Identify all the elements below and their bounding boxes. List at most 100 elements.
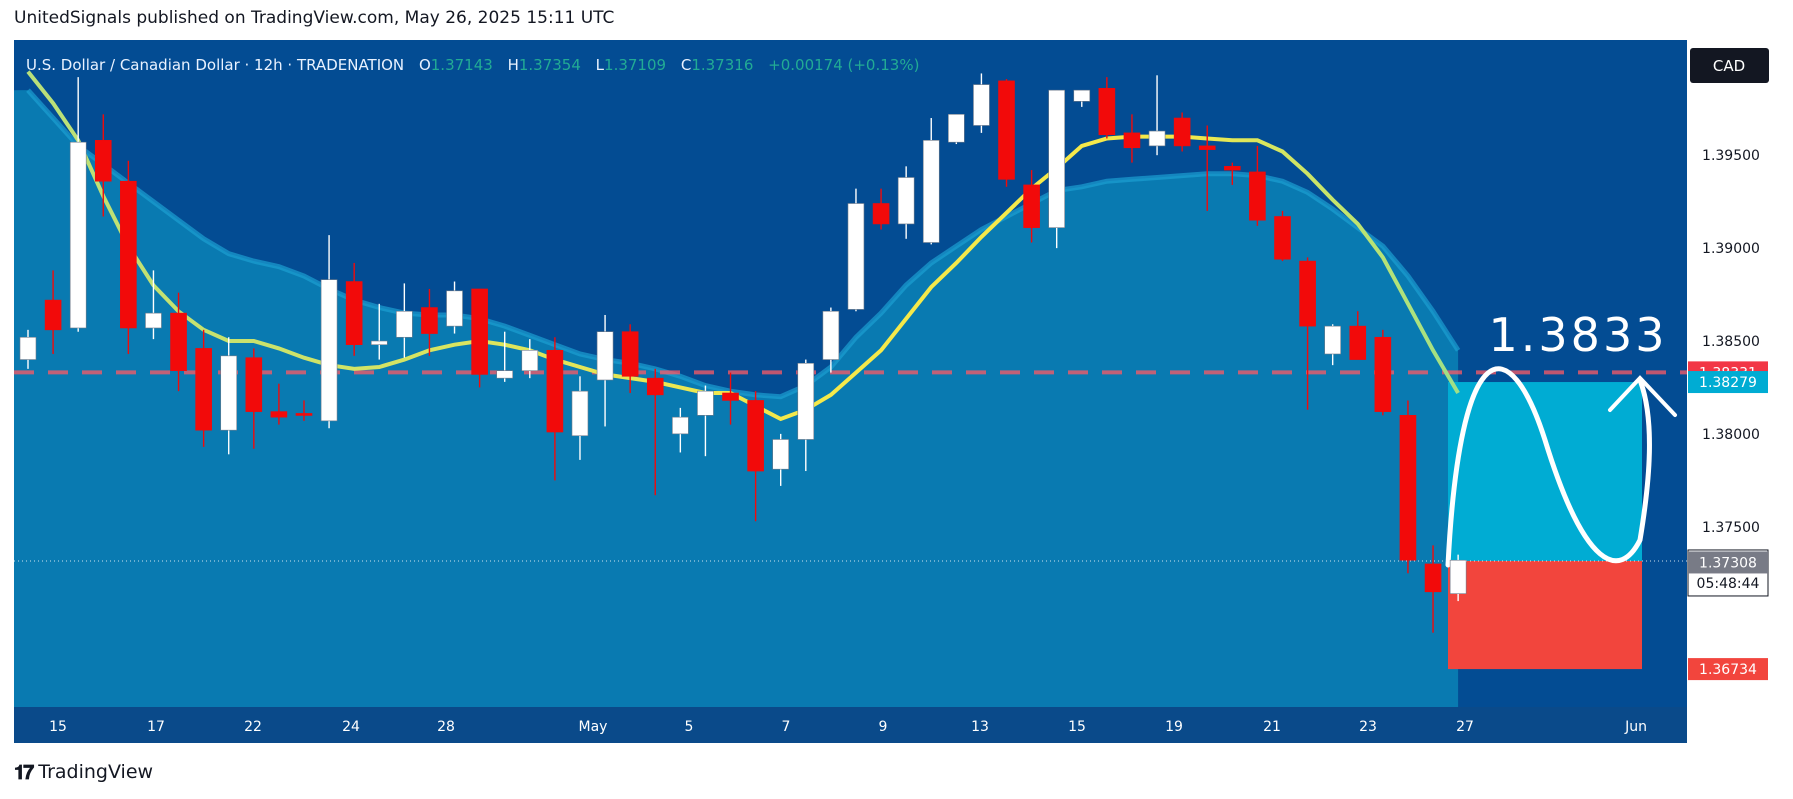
candle [998, 79, 1015, 187]
candle [295, 400, 313, 421]
time-tick-label: 7 [782, 719, 791, 735]
candle [747, 391, 764, 522]
candle [722, 372, 739, 425]
candle-body [621, 331, 639, 377]
projection-arrow [1445, 366, 1652, 568]
open-value: 1.37143 [431, 56, 493, 74]
time-tick-label: Jun [1624, 719, 1647, 735]
candle [872, 188, 890, 230]
candle [1424, 545, 1442, 633]
price-tick-label: 1.39000 [1702, 241, 1760, 257]
price-label: 1.36734 [1699, 662, 1757, 678]
price-tick-label: 1.38000 [1702, 427, 1760, 443]
candle-body [1399, 415, 1417, 561]
candle-body [1048, 89, 1065, 228]
tradingview-logo[interactable]: 𝟏𝟕 TradingView [14, 760, 153, 784]
ma-band-upper-edge [26, 88, 1461, 400]
candle-body [922, 140, 940, 243]
price-label: 1.38279 [1699, 375, 1757, 391]
candle-body [596, 331, 614, 381]
candle-body [1098, 88, 1116, 136]
time-tick-label: 15 [1068, 719, 1086, 735]
candle-body [1023, 184, 1040, 228]
candle-body [1173, 117, 1191, 147]
candle [220, 337, 238, 455]
candle-body [722, 392, 739, 401]
time-tick-label: 5 [685, 719, 694, 735]
candle-body [496, 370, 514, 379]
low-label: L [596, 56, 605, 74]
candle [1098, 77, 1116, 139]
candle-body [546, 349, 564, 433]
candle [521, 339, 539, 379]
candle [1073, 89, 1091, 107]
candle-body [797, 362, 815, 440]
price-axis[interactable]: 1.375001.380001.385001.390001.395001.383… [1687, 40, 1779, 742]
candle-body [1324, 325, 1341, 355]
candle-body [1123, 132, 1141, 149]
candle [571, 376, 589, 460]
candle [1449, 554, 1467, 602]
candle [847, 188, 865, 312]
candle [270, 383, 288, 425]
time-axis[interactable]: 15 17 22 24 28 May 5 7 9 13 15 19 21 23 27 Jun [14, 707, 1687, 743]
close-value: 1.37316 [691, 56, 753, 74]
candle-body [421, 307, 438, 334]
price-tick-label: 1.37500 [1702, 520, 1760, 536]
publisher-header: UnitedSignals published on TradingView.c… [14, 8, 615, 28]
candle [145, 270, 162, 340]
candle-body [1148, 130, 1166, 147]
candle-body [245, 357, 263, 412]
candle-body [396, 310, 413, 338]
currency-badge[interactable]: CAD [1690, 48, 1769, 83]
candle [1274, 210, 1291, 262]
candle [621, 324, 639, 394]
candle [772, 433, 790, 486]
time-tick-label: 19 [1165, 719, 1183, 735]
candle [948, 114, 965, 145]
candle [1048, 89, 1065, 249]
candle-body [521, 349, 539, 372]
stop-zone [1448, 560, 1642, 670]
currency-badge-text: CAD [1713, 57, 1745, 75]
time-tick-label: 13 [971, 719, 989, 735]
candle [1374, 329, 1392, 416]
candle [370, 303, 388, 360]
candle [1299, 257, 1316, 410]
candle-body [1073, 89, 1091, 102]
high-value: 1.37354 [519, 56, 581, 74]
candle [345, 262, 363, 356]
time-tick-label: 21 [1263, 719, 1281, 735]
target-annotation: 1.3833 [1489, 308, 1668, 362]
candle-body [471, 288, 488, 375]
candle-body [370, 340, 388, 346]
open-label: O [419, 56, 431, 74]
candle [19, 329, 37, 369]
candle [1198, 125, 1216, 211]
candle [822, 307, 840, 373]
candle [797, 359, 815, 472]
price-label-bg [1688, 551, 1768, 574]
close-label: C [681, 56, 691, 74]
time-axis-bg [14, 707, 1687, 743]
symbol-info[interactable]: U.S. Dollar / Canadian Dollar · 12h · TR… [26, 56, 919, 74]
candle-body [948, 114, 965, 143]
candle-body [1224, 166, 1241, 171]
time-tick-label: 9 [879, 719, 888, 735]
candle-body [19, 336, 37, 360]
candle-body [747, 400, 764, 472]
candle-body [822, 310, 840, 360]
candle [922, 118, 940, 245]
candle [596, 314, 614, 427]
candle [546, 337, 564, 481]
candle-body [69, 141, 87, 329]
price-chart[interactable]: 15 17 22 24 28 May 5 7 9 13 15 19 21 23 27 Jun 1.37500 1… [0, 0, 1793, 760]
overlay-lines [14, 70, 1687, 568]
time-tick-label: 27 [1456, 719, 1474, 735]
candle [1349, 311, 1367, 360]
candle-body [1249, 171, 1266, 221]
candle-body [571, 390, 589, 437]
candle-body [270, 411, 288, 418]
position-zones [1448, 382, 1642, 670]
candle [1224, 162, 1241, 185]
